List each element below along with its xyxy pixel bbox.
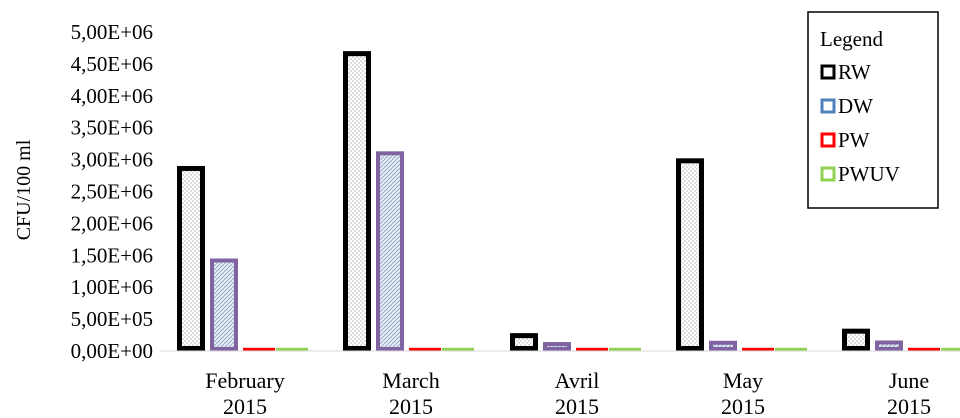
bar-pwuv-february [276,347,308,351]
bar-pw-march [409,347,441,351]
y-tick-label: 0,00E+00 [71,339,153,363]
bar-rw-february [177,165,205,351]
bar-dw-avril [543,342,571,351]
x-category-label: February [205,368,284,393]
x-category-label: March [382,368,439,393]
bar-pwuv-march [442,347,474,351]
legend-swatch-rw [820,64,836,80]
bar-rw-may [676,158,704,351]
y-tick-label: 5,00E+06 [71,20,153,44]
bars-group [177,51,960,352]
bar-pwuv-june [941,347,960,351]
y-tick-label: 5,00E+05 [71,307,153,331]
y-axis-ticks: 0,00E+00 5,00E+05 1,00E+06 1,50E+06 2,00E+06… [71,20,153,363]
category-labels: February2015March2015Avril2015May2015Jun… [205,368,931,418]
bar-rw-june [842,328,870,352]
bar-rw-march [343,51,371,351]
legend-title: Legend [820,27,883,51]
legend-swatch-pwuv [820,166,836,182]
y-tick-label: 4,50E+06 [71,52,153,76]
x-category-label: 2015 [389,394,433,418]
legend-label-rw: RW [838,60,871,84]
y-tick-label: 3,00E+06 [71,148,153,172]
bar-dw-february [210,258,238,351]
bar-pw-february [243,347,275,351]
legend-label-pwuv: PWUV [838,162,900,186]
bar-pw-june [908,347,940,351]
y-axis-label: CFU/100 ml [13,139,35,240]
x-category-label: 2015 [555,394,599,418]
y-tick-label: 4,00E+06 [71,84,153,108]
y-tick-label: 3,50E+06 [71,116,153,140]
x-category-label: Avril [555,368,600,393]
bar-dw-may [709,340,737,351]
legend-swatch-pw [820,132,836,148]
x-category-label: 2015 [887,394,931,418]
bar-rw-avril [510,333,538,351]
bar-pw-avril [576,347,608,351]
bar-pwuv-may [775,347,807,351]
legend-swatch-dw [820,98,836,114]
x-category-label: 2015 [721,394,765,418]
y-tick-label: 2,50E+06 [71,180,153,204]
y-tick-label: 1,00E+06 [71,275,153,299]
legend-label-dw: DW [838,94,873,118]
legend: Legend RW DW PW PWUV [807,11,939,209]
x-category-label: June [889,368,929,393]
bar-dw-june [875,340,903,351]
bar-dw-march [376,151,404,351]
bar-pwuv-avril [609,347,641,351]
y-tick-label: 2,00E+06 [71,211,153,235]
x-category-label: 2015 [223,394,267,418]
y-tick-label: 1,50E+06 [71,243,153,267]
legend-label-pw: PW [838,128,870,152]
bar-pw-may [742,347,774,351]
x-category-label: May [723,368,763,393]
